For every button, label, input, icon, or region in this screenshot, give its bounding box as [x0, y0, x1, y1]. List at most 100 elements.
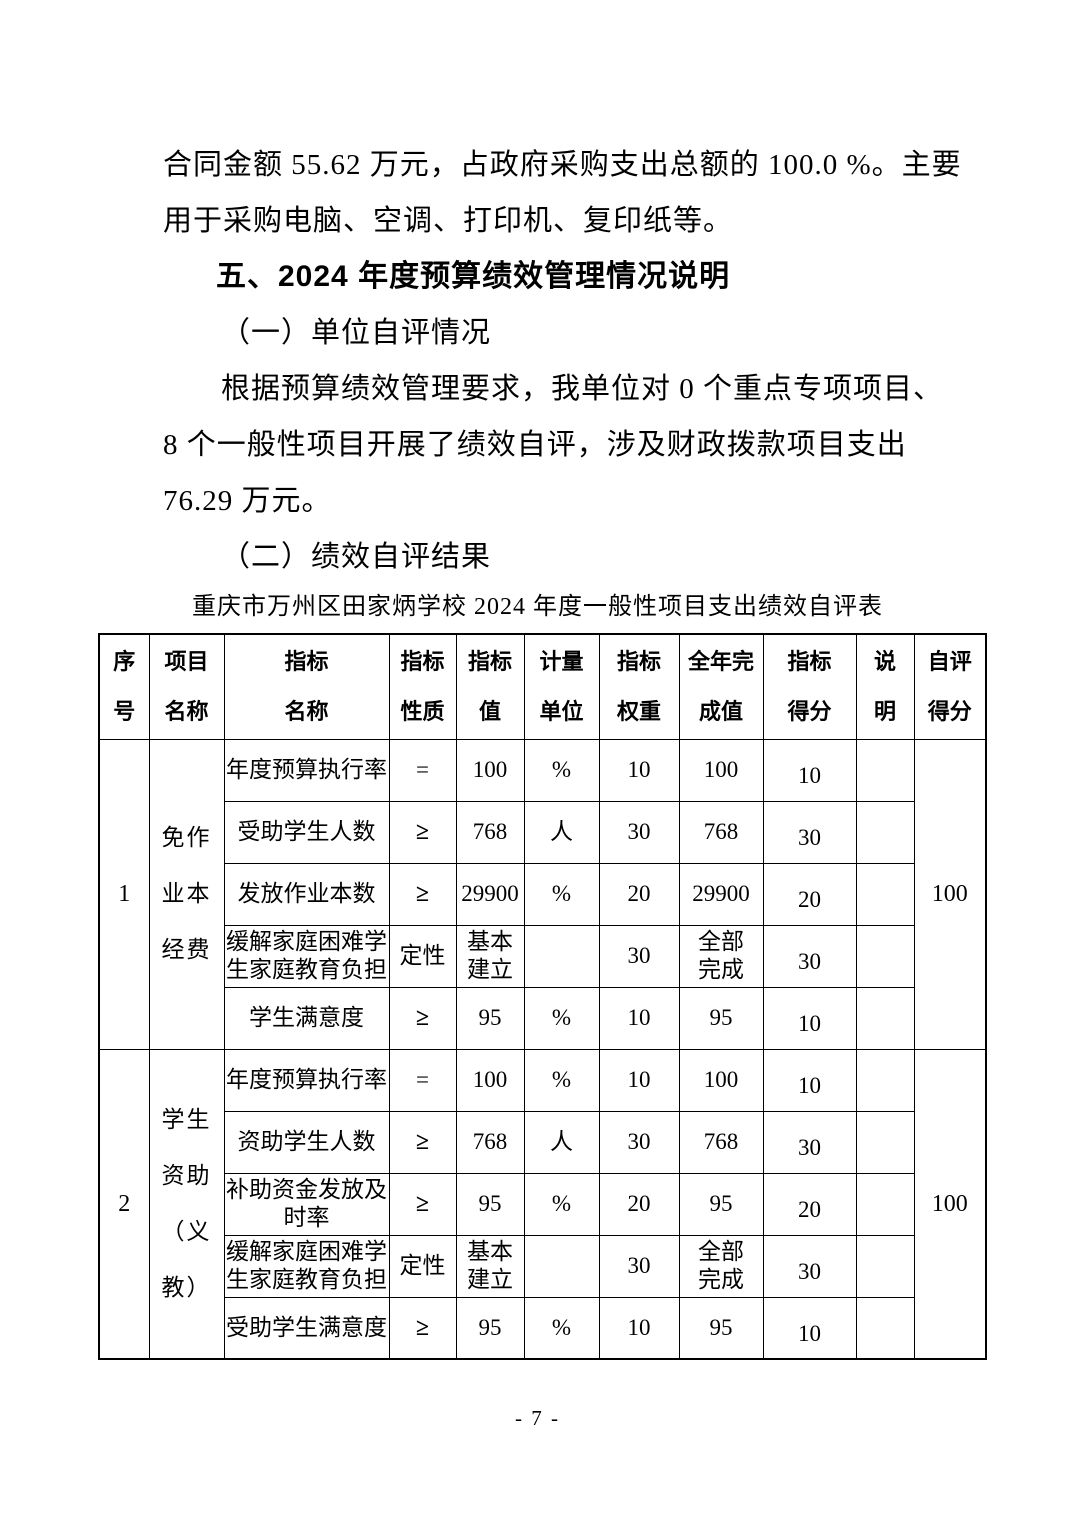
- indicator-score-cell: 10: [762, 1048, 857, 1112]
- note-cell: [855, 1110, 915, 1174]
- project-name-cell: 免作 业本 经费: [148, 738, 225, 1050]
- table-header-row: 序 号项目 名称 指标 名称 指标 性质 指标 值计量 单位 指标 权重 全年完 成值 指标…: [98, 633, 987, 740]
- table-row: 补助资金发放及 时率 ≥95% 20 95 20: [99, 1172, 986, 1236]
- indicator-score-cell: 30: [762, 1234, 857, 1298]
- self-evaluation-score-cell: 100: [913, 1048, 987, 1360]
- indicator-nature-cell: ≥: [388, 862, 457, 926]
- annual-completion-cell: 768: [678, 800, 764, 864]
- indicator-value-cell: 768: [455, 800, 525, 864]
- indicator-weight-cell: 10: [598, 1048, 680, 1112]
- indicator-name-cell: 年度预算执行率: [223, 1048, 390, 1112]
- table-row: 2 学生 资助 （义 教） 年度预算执行率 = 100% 10 100 10 100: [98, 1048, 987, 1360]
- measure-unit-cell: [523, 924, 600, 988]
- indicator-value-cell: 100: [455, 1048, 525, 1112]
- indicator-name-cell: 发放作业本数: [223, 862, 390, 926]
- table-title: 重庆市万州区田家炳学校 2024 年度一般性项目支出绩效自评表: [192, 594, 883, 620]
- note-cell: [855, 1234, 915, 1298]
- indicator-score-cell: 30: [762, 800, 857, 864]
- measure-unit-cell: 人: [523, 1110, 600, 1174]
- note-cell: [855, 1172, 915, 1236]
- indicator-nature-cell: 定性: [388, 1234, 457, 1298]
- header-cell-9: 说 明: [855, 633, 915, 740]
- indicator-name-cell: 补助资金发放及 时率: [223, 1172, 390, 1236]
- sequence-number-cell: 2: [98, 1048, 150, 1360]
- indicator-weight-cell: 20: [598, 1172, 680, 1236]
- indicator-score-cell: 20: [762, 862, 857, 926]
- annual-completion-cell: 100: [678, 738, 764, 802]
- indicator-name-cell: 缓解家庭困难学 生家庭教育负担: [223, 1234, 390, 1298]
- section-heading: 五、2024 年度预算绩效管理情况说明: [216, 260, 731, 293]
- measure-unit-cell: %: [523, 1048, 600, 1112]
- table-row: 发放作业本数 ≥29900% 20 29900 20: [99, 862, 986, 926]
- indicator-weight-cell: 30: [598, 1110, 680, 1174]
- indicator-score-cell: 10: [762, 738, 857, 802]
- indicator-weight-cell: 20: [598, 862, 680, 926]
- self-evaluation-score-cell: 100: [913, 738, 987, 1050]
- measure-unit-cell: %: [523, 738, 600, 802]
- note-cell: [855, 924, 915, 988]
- indicator-name-cell: 缓解家庭困难学 生家庭教育负担: [223, 924, 390, 988]
- table-row: 1 免作 业本 经费 年度预算执行率 = 100% 10 100 10 100: [98, 738, 987, 1050]
- indicator-value-cell: 基本 建立: [455, 924, 525, 988]
- header-cell-3: 指标 性质: [388, 633, 457, 740]
- annual-completion-cell: 768: [678, 1110, 764, 1174]
- measure-unit-cell: %: [523, 986, 600, 1050]
- indicator-value-cell: 768: [455, 1110, 525, 1174]
- indicator-score-cell: 30: [762, 1110, 857, 1174]
- note-cell: [855, 1296, 915, 1360]
- annual-completion-cell: 95: [678, 986, 764, 1050]
- measure-unit-cell: [523, 1234, 600, 1298]
- indicator-weight-cell: 30: [598, 924, 680, 988]
- note-cell: [855, 1048, 915, 1112]
- header-cell-7: 全年完 成值: [678, 633, 764, 740]
- indicator-value-cell: 29900: [455, 862, 525, 926]
- indicator-nature-cell: 定性: [388, 924, 457, 988]
- indicator-score-cell: 30: [762, 924, 857, 988]
- indicator-score-cell: 20: [762, 1172, 857, 1236]
- indicator-nature-cell: ≥: [388, 1296, 457, 1360]
- indicator-value-cell: 95: [455, 1296, 525, 1360]
- note-cell: [855, 800, 915, 864]
- indicator-value-cell: 95: [455, 1172, 525, 1236]
- header-cell-4: 指标 值: [455, 633, 525, 740]
- header-cell-5: 计量 单位: [523, 633, 600, 740]
- body-text-line: 根据预算绩效管理要求，我单位对 0 个重点专项项目、: [221, 373, 944, 405]
- annual-completion-cell: 全部 完成: [678, 924, 764, 988]
- annual-completion-cell: 29900: [678, 862, 764, 926]
- body-text-line: 合同金额 55.62 万元，占政府采购支出总额的 100.0 %。主要: [163, 149, 962, 181]
- indicator-name-cell: 受助学生满意度: [223, 1296, 390, 1360]
- indicator-nature-cell: ≥: [388, 1110, 457, 1174]
- annual-completion-cell: 95: [678, 1172, 764, 1236]
- indicator-weight-cell: 10: [598, 986, 680, 1050]
- project-name-cell: 学生 资助 （义 教）: [148, 1048, 225, 1360]
- indicator-weight-cell: 10: [598, 1296, 680, 1360]
- header-cell-10: 自评 得分: [913, 633, 987, 740]
- body-text-line: 76.29 万元。: [163, 485, 332, 517]
- indicator-value-cell: 95: [455, 986, 525, 1050]
- table-row: 资助学生人数 ≥768 人 30 768 30: [99, 1110, 986, 1174]
- annual-completion-cell: 100: [678, 1048, 764, 1112]
- performance-self-evaluation-table: 序 号项目 名称 指标 名称 指标 性质 指标 值计量 单位 指标 权重 全年完 成值 指标…: [98, 633, 987, 1360]
- note-cell: [855, 986, 915, 1050]
- annual-completion-cell: 95: [678, 1296, 764, 1360]
- indicator-name-cell: 年度预算执行率: [223, 738, 390, 802]
- indicator-score-cell: 10: [762, 986, 857, 1050]
- measure-unit-cell: %: [523, 1172, 600, 1236]
- indicator-name-cell: 资助学生人数: [223, 1110, 390, 1174]
- indicator-nature-cell: =: [388, 1048, 457, 1112]
- note-cell: [855, 862, 915, 926]
- sequence-number-cell: 1: [98, 738, 150, 1050]
- indicator-nature-cell: ≥: [388, 1172, 457, 1236]
- header-cell-6: 指标 权重: [598, 633, 680, 740]
- measure-unit-cell: %: [523, 862, 600, 926]
- indicator-score-cell: 10: [762, 1296, 857, 1360]
- indicator-name-cell: 受助学生人数: [223, 800, 390, 864]
- indicator-name-cell: 学生满意度: [223, 986, 390, 1050]
- annual-completion-cell: 全部 完成: [678, 1234, 764, 1298]
- indicator-nature-cell: ≥: [388, 986, 457, 1050]
- body-text-line: 8 个一般性项目开展了绩效自评，涉及财政拨款项目支出: [163, 429, 907, 461]
- page-number: - 7 -: [515, 1406, 560, 1430]
- body-text-line: 用于采购电脑、空调、打印机、复印纸等。: [163, 205, 734, 237]
- table-row: 受助学生人数 ≥768 人 30 768 30: [99, 800, 986, 864]
- indicator-weight-cell: 30: [598, 800, 680, 864]
